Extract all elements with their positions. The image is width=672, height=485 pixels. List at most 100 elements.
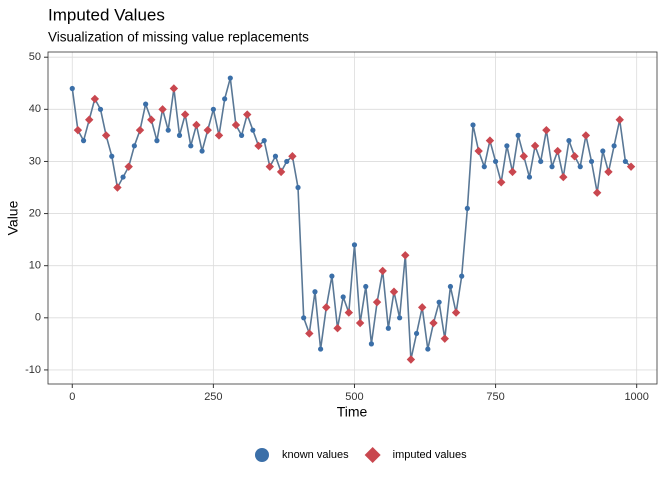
plot-border bbox=[47, 51, 658, 385]
known-point bbox=[69, 85, 75, 92]
known-point bbox=[464, 205, 470, 211]
imputed-point bbox=[406, 355, 416, 364]
known-point bbox=[210, 106, 216, 112]
legend-symbol bbox=[255, 448, 269, 462]
imputed-point bbox=[604, 167, 613, 177]
imputed-point bbox=[372, 297, 382, 307]
known-point bbox=[109, 153, 115, 159]
known-point bbox=[397, 315, 403, 321]
known-point bbox=[515, 132, 521, 138]
imputed-point bbox=[147, 115, 156, 124]
known-point bbox=[577, 164, 583, 170]
x-axis-label: Time bbox=[337, 404, 368, 420]
imputed-point bbox=[530, 141, 540, 151]
imputed-point bbox=[418, 303, 427, 312]
known-point bbox=[199, 148, 205, 154]
known-point bbox=[80, 138, 87, 144]
known-point bbox=[549, 164, 555, 170]
known-point bbox=[250, 127, 256, 133]
imputed-point bbox=[158, 105, 167, 114]
imputed-point bbox=[90, 94, 100, 104]
known-point bbox=[143, 101, 149, 107]
imputed-point bbox=[203, 125, 212, 135]
imputed-point bbox=[497, 178, 506, 187]
y-tick-label: 10 bbox=[29, 260, 41, 272]
known-point bbox=[312, 289, 318, 295]
imputed-point bbox=[305, 329, 314, 338]
imputed-point bbox=[451, 308, 461, 317]
imputed-point bbox=[73, 125, 83, 135]
imputed-point bbox=[615, 115, 624, 124]
y-tick-label: 40 bbox=[29, 103, 41, 115]
chart-title: Imputed Values bbox=[48, 5, 165, 24]
known-point bbox=[97, 106, 104, 112]
imputed-point bbox=[401, 251, 410, 260]
known-point bbox=[176, 132, 183, 138]
known-point bbox=[459, 273, 465, 279]
y-tick-label: 50 bbox=[29, 51, 41, 63]
imputed-point bbox=[243, 110, 252, 119]
known-point bbox=[413, 330, 420, 337]
imputed-point bbox=[333, 324, 342, 333]
imputed-point bbox=[322, 303, 331, 312]
legend-item: imputed values bbox=[364, 447, 467, 463]
imputed-point bbox=[378, 266, 387, 276]
imputed-point bbox=[519, 152, 528, 161]
legend-label: imputed values bbox=[393, 449, 467, 461]
legend-label: known values bbox=[282, 449, 349, 461]
y-tick-label: 30 bbox=[29, 155, 41, 167]
known-point bbox=[368, 341, 375, 347]
known-point bbox=[526, 174, 533, 180]
imputed-point bbox=[440, 334, 449, 343]
known-point bbox=[329, 273, 335, 279]
imputed-point bbox=[169, 84, 179, 93]
imputed-point bbox=[344, 308, 354, 317]
known-point bbox=[120, 174, 126, 180]
known-point bbox=[538, 158, 544, 165]
imputed-point bbox=[559, 172, 568, 182]
imputed-point bbox=[581, 131, 591, 140]
known-point bbox=[188, 143, 194, 149]
known-point bbox=[154, 138, 160, 144]
known-point bbox=[340, 294, 346, 300]
known-point bbox=[227, 75, 233, 81]
known-point bbox=[566, 138, 572, 144]
known-point bbox=[351, 242, 358, 248]
imputed-point bbox=[101, 131, 111, 140]
x-tick-label: 750 bbox=[486, 391, 504, 403]
imputed-point bbox=[231, 120, 241, 130]
known-point bbox=[385, 325, 391, 331]
known-point bbox=[622, 158, 628, 165]
imputed-point bbox=[254, 141, 263, 151]
imputed-point bbox=[485, 136, 495, 145]
imputed-point bbox=[265, 162, 275, 171]
imputed-point bbox=[389, 287, 399, 296]
imputed-point bbox=[288, 152, 297, 161]
legend-symbol bbox=[364, 447, 381, 463]
x-tick-label: 250 bbox=[204, 391, 222, 403]
chart-subtitle: Visualization of missing value replaceme… bbox=[48, 30, 309, 45]
imputed-point bbox=[553, 146, 562, 156]
known-point bbox=[131, 143, 137, 149]
known-point bbox=[600, 148, 606, 154]
y-tick-label: 0 bbox=[35, 312, 41, 324]
known-point bbox=[301, 315, 307, 321]
known-point bbox=[272, 153, 279, 159]
known-point bbox=[165, 127, 171, 133]
imputed-point bbox=[135, 125, 145, 135]
known-point bbox=[222, 96, 228, 102]
y-tick-label: -10 bbox=[25, 364, 41, 376]
known-point bbox=[470, 122, 476, 128]
known-point bbox=[295, 184, 301, 191]
imputed-point bbox=[192, 120, 201, 130]
imputed-point bbox=[570, 152, 579, 161]
imputed-point bbox=[214, 131, 224, 140]
x-tick-label: 1000 bbox=[624, 391, 648, 403]
known-point bbox=[425, 346, 431, 352]
known-point bbox=[481, 164, 487, 170]
imputed-point bbox=[85, 115, 94, 124]
imputed-point bbox=[429, 318, 438, 328]
known-point bbox=[492, 158, 499, 165]
imputed-point bbox=[124, 162, 133, 171]
imputed-point bbox=[508, 167, 517, 177]
